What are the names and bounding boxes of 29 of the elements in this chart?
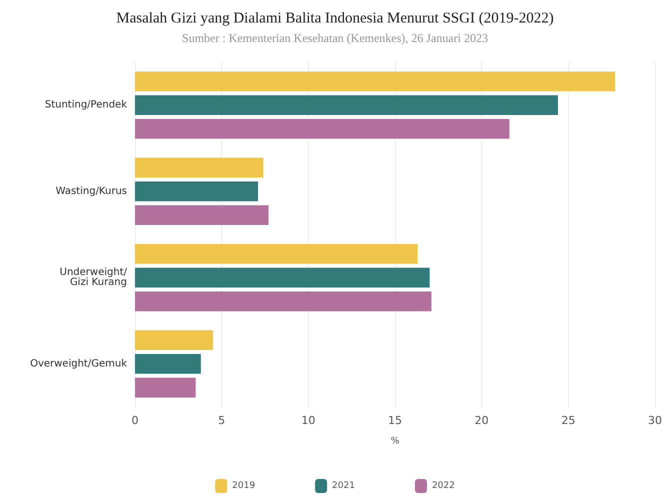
bar [135,291,432,312]
bar [135,158,264,178]
legend-label: 2022 [432,481,455,491]
x-tick-label: 5 [218,414,226,427]
chart-title: Masalah Gizi yang Dialami Balita Indonesia Menurut SSGI (2019-2022) [116,10,554,26]
bar [135,118,510,139]
x-tick-label: 30 [648,414,662,427]
bar [135,205,268,226]
x-axis-title: % [390,436,400,446]
x-tick-label: 15 [388,414,402,427]
x-tick-label: 25 [561,414,576,427]
legend-label: 2019 [232,481,256,491]
bar [135,95,558,116]
chart-subtitle: Sumber : Kementerian Kesehatan (Kemenkes), 26 Januari 2023 [182,31,488,45]
x-tick-label: 20 [474,414,489,427]
x-tick-label: 10 [301,414,316,427]
bar [135,330,213,350]
bar [135,268,430,288]
bar [135,71,616,92]
y-tick-label: Stunting/Pendek [44,100,128,111]
bar [135,244,418,264]
legend-label: 2021 [332,481,355,491]
y-tick-label: Wasting/Kurus [56,186,127,197]
bar [135,181,258,202]
x-tick-label: 0 [132,414,138,427]
y-tick-label: Overweight/Gemuk [30,358,128,370]
y-tick-label: Underweight/ Gizi Kurang [60,267,128,288]
bar [135,354,201,374]
bar [135,378,196,398]
